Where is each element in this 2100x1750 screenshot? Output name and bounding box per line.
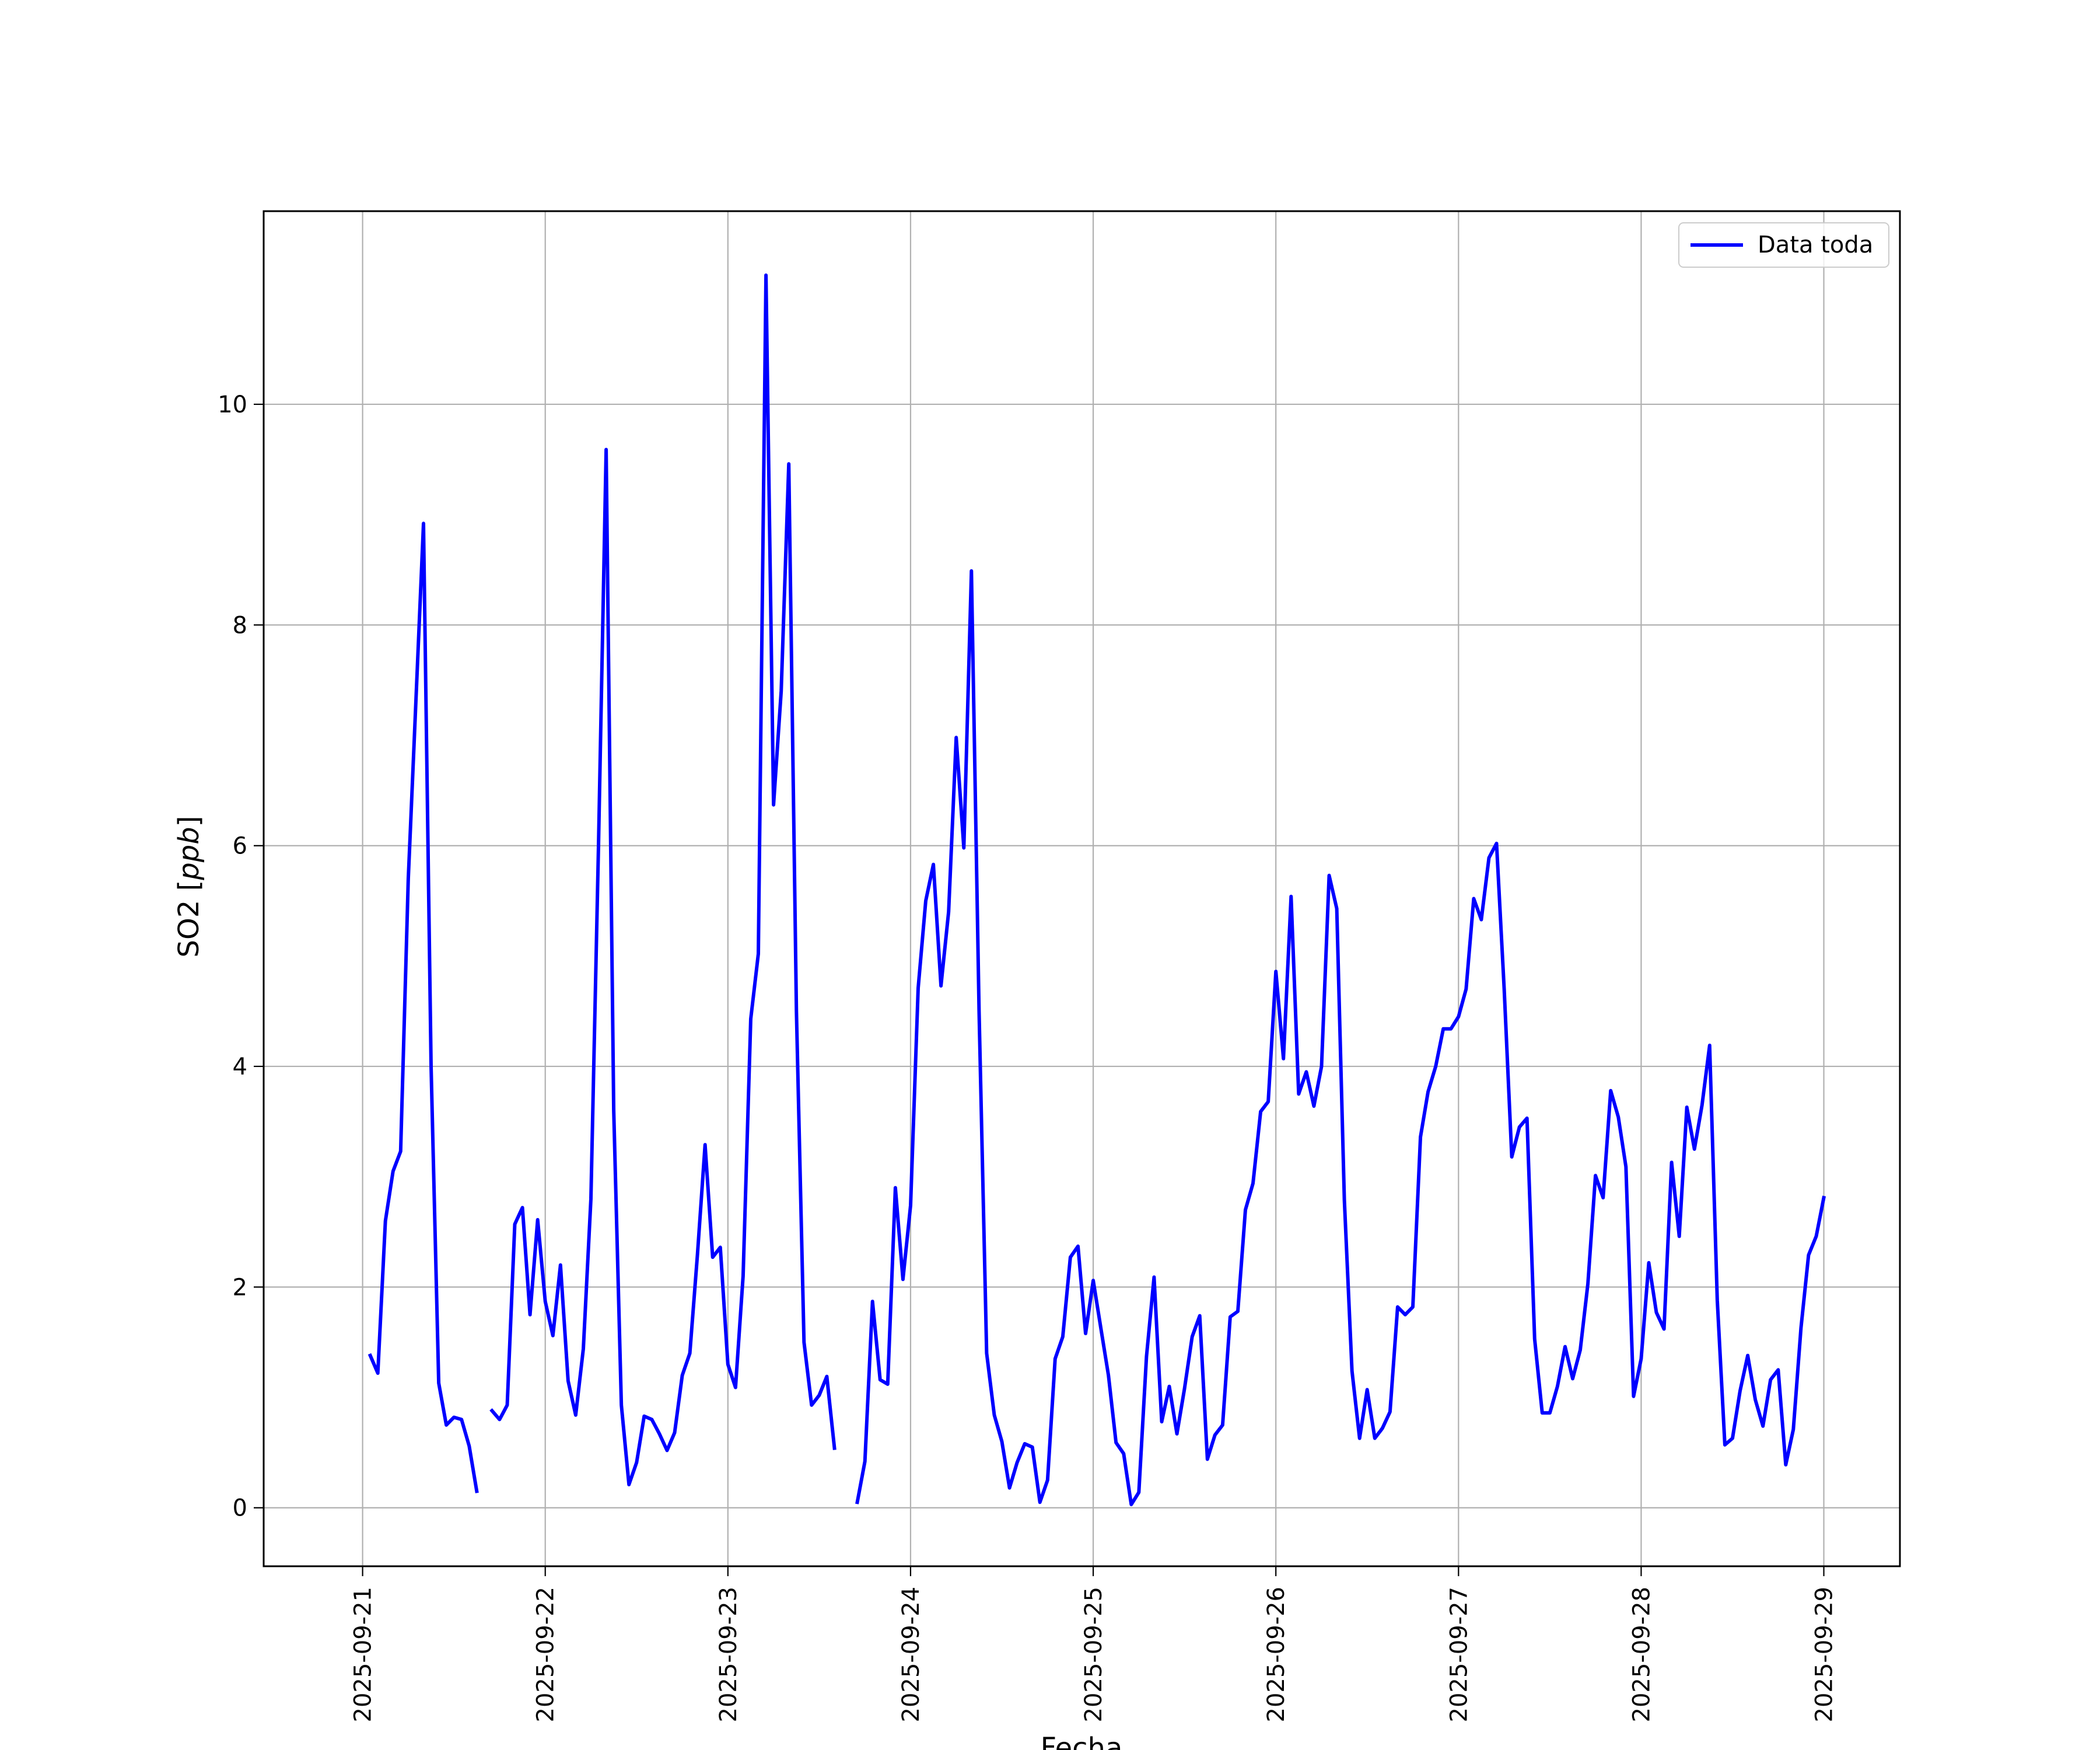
series-line-segment	[489, 273, 836, 1486]
legend-label-data-toda: Data toda	[1758, 232, 1873, 258]
legend-box	[1678, 222, 1889, 268]
plot-area	[264, 211, 1900, 1566]
x-tick-label: 2025-09-26	[1263, 1587, 1290, 1722]
x-axis-ticks: 2025-09-21 2025-09-22 2025-09-23 2025-09-24…	[350, 1566, 1838, 1722]
y-tick-label: 10	[218, 391, 247, 418]
x-tick-label: 2025-09-29	[1811, 1587, 1838, 1722]
y-tick-label: 6	[233, 833, 247, 860]
plot-frame	[262, 210, 1901, 1567]
x-tick-label: 2025-09-28	[1628, 1587, 1655, 1722]
x-axis-label: Fecha	[1041, 1732, 1123, 1750]
x-tick-label: 2025-09-25	[1080, 1587, 1107, 1722]
y-tick-label: 4	[233, 1054, 247, 1080]
x-tick-label: 2025-09-27	[1446, 1587, 1472, 1722]
y-tick-label: 8	[233, 612, 247, 639]
series-lines	[368, 273, 1826, 1507]
series-line-segment	[368, 522, 479, 1493]
x-tick-label: 2025-09-24	[898, 1587, 925, 1722]
y-axis-label: SO2 [ppb]	[173, 816, 205, 958]
y-tick-label: 0	[233, 1495, 247, 1522]
y-tick-label: 2	[233, 1274, 247, 1301]
x-tick-label: 2025-09-22	[533, 1587, 559, 1722]
series-line-segment	[855, 569, 1826, 1507]
y-axis-ticks: 0 2 4 6 8 10	[218, 391, 264, 1522]
legend: Data toda	[1678, 222, 1889, 268]
x-tick-label: 2025-09-23	[715, 1587, 742, 1722]
x-tick-label: 2025-09-21	[350, 1587, 377, 1722]
